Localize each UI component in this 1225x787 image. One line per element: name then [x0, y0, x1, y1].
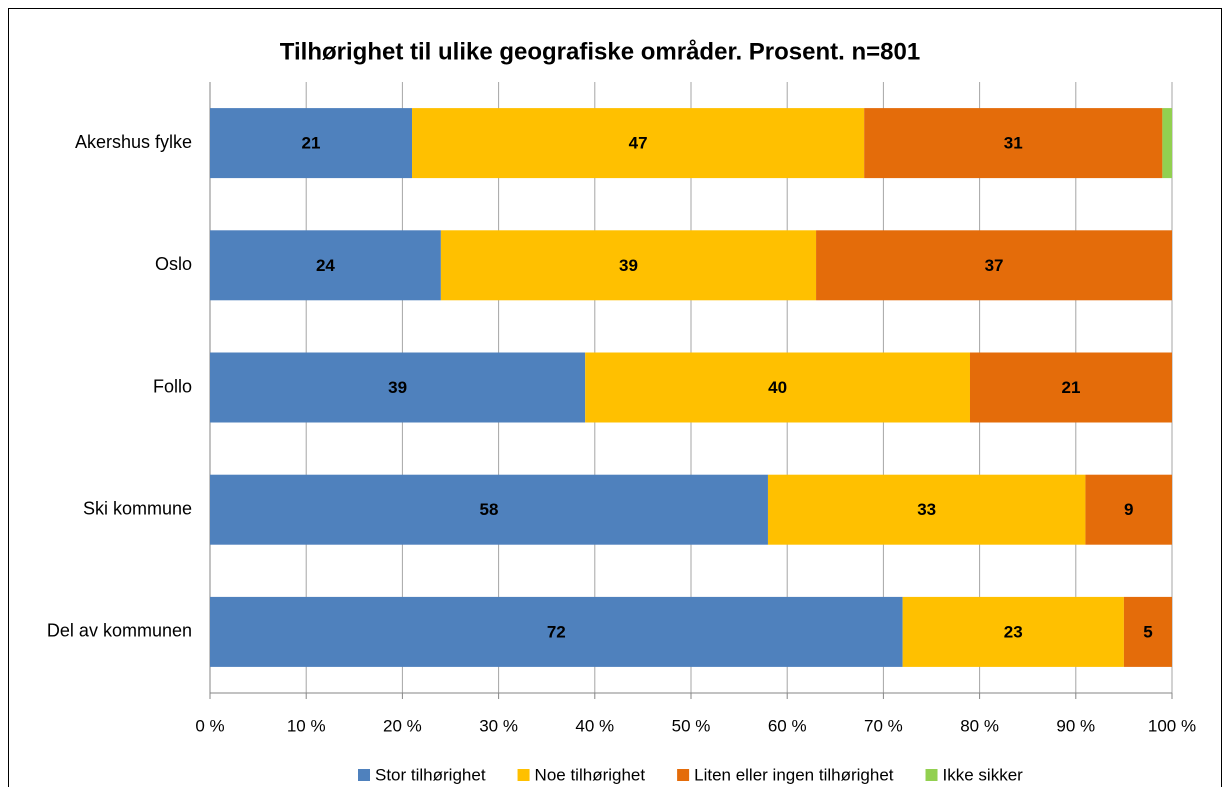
- data-label: 21: [302, 134, 321, 153]
- x-tick-label: 70 %: [864, 716, 903, 735]
- bar-segment: [210, 352, 586, 423]
- bar-segment: [210, 474, 768, 545]
- bar-segment: [902, 596, 1124, 667]
- x-tick-label: 60 %: [768, 716, 807, 735]
- x-tick-label: 30 %: [479, 716, 518, 735]
- bar-segment: [1085, 474, 1172, 545]
- bar-segment: [440, 230, 817, 301]
- data-label: 72: [547, 622, 566, 641]
- legend-swatch: [677, 769, 690, 781]
- data-label: 5: [1143, 622, 1152, 641]
- bar-segment: [585, 352, 970, 423]
- x-tick-label: 50 %: [672, 716, 711, 735]
- data-label: 39: [388, 378, 407, 397]
- data-label: 31: [1004, 134, 1023, 153]
- bar-segment: [767, 474, 1086, 545]
- legend-label: Noe tilhørighet: [535, 765, 646, 784]
- y-tick-label: Ski kommune: [83, 498, 192, 518]
- data-label: 37: [985, 256, 1004, 275]
- legend-label: Liten eller ingen tilhørighet: [694, 765, 894, 784]
- bar-segment: [1123, 596, 1172, 667]
- bar-segment: [210, 596, 903, 667]
- x-tick-label: 0 %: [195, 716, 224, 735]
- bar-segment: [1162, 108, 1172, 179]
- data-label: 58: [480, 500, 499, 519]
- x-tick-label: 100 %: [1148, 716, 1196, 735]
- bar-segment: [412, 108, 865, 179]
- data-label: 33: [917, 500, 936, 519]
- data-label: 9: [1124, 500, 1133, 519]
- bar-segment: [816, 230, 1172, 301]
- legend-label: Ikke sikker: [943, 765, 1024, 784]
- bar-segment: [210, 230, 441, 301]
- x-tick-label: 10 %: [287, 716, 326, 735]
- x-tick-label: 90 %: [1056, 716, 1095, 735]
- data-label: 21: [1062, 378, 1081, 397]
- legend-swatch: [517, 769, 530, 781]
- x-tick-label: 40 %: [575, 716, 614, 735]
- y-tick-label: Del av kommunen: [47, 621, 192, 641]
- legend-swatch: [925, 769, 938, 781]
- chart-title: Tilhørighet til ulike geografiske område…: [280, 38, 920, 65]
- y-tick-label: Akershus fylke: [75, 132, 192, 152]
- data-label: 23: [1004, 622, 1023, 641]
- y-tick-label: Oslo: [155, 254, 192, 274]
- legend-swatch: [358, 769, 370, 781]
- bar-segment: [864, 108, 1163, 179]
- bar-segment: [210, 108, 413, 179]
- x-tick-label: 20 %: [383, 716, 422, 735]
- bar-segment: [969, 352, 1172, 423]
- data-label: 24: [316, 256, 335, 275]
- data-label: 47: [629, 134, 648, 153]
- x-tick-label: 80 %: [960, 716, 999, 735]
- data-label: 39: [619, 256, 638, 275]
- y-tick-label: Follo: [153, 376, 192, 396]
- data-label: 40: [768, 378, 787, 397]
- legend-label: Stor tilhørighet: [375, 765, 486, 784]
